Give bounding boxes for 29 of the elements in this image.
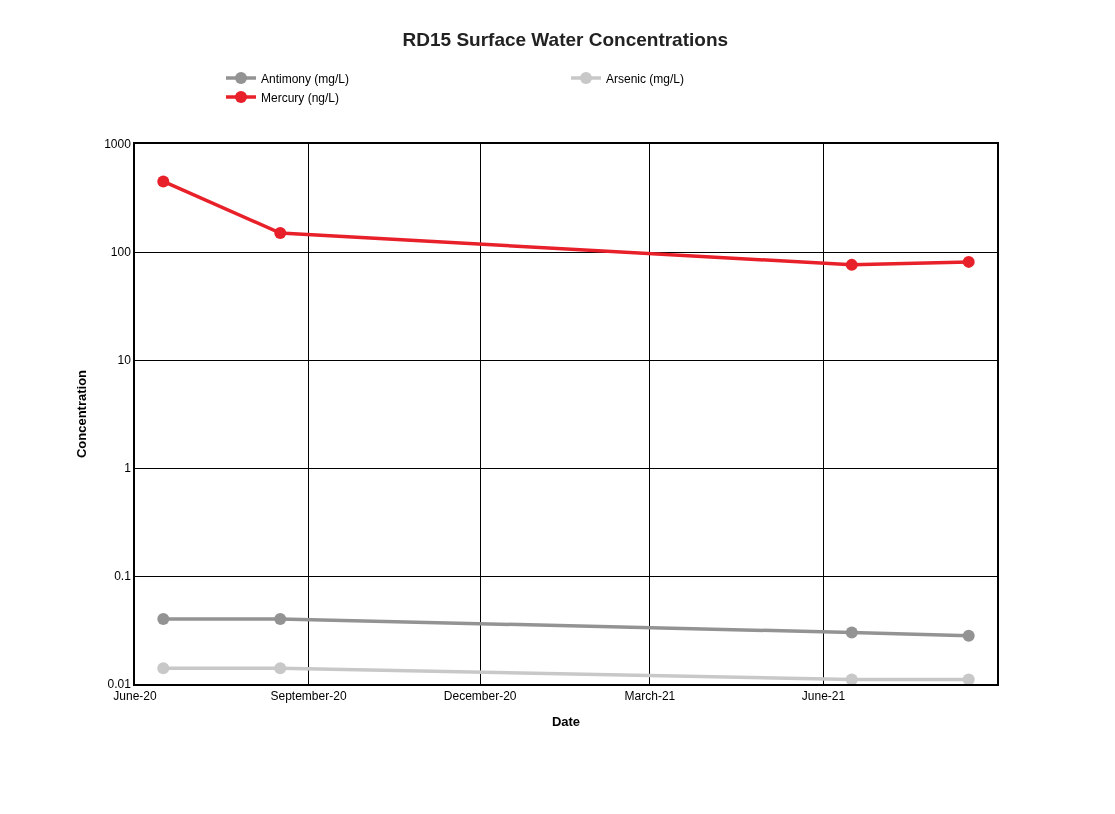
point [274,226,287,239]
point [962,255,975,268]
y-tick-label: 1 [124,461,132,476]
x-tick-label: June-21 [801,689,846,704]
y-tick-label: 100 [110,245,132,260]
point [157,612,170,625]
y-tick-label: 0.01 [107,677,132,692]
y-tick-label: 10 [117,353,132,368]
point [962,673,975,684]
chart-title: RD15 Surface Water Concentrations [402,28,729,50]
x-tick-label: March-21 [624,689,676,704]
point [845,258,858,271]
y-tick-label: 1000 [104,137,132,152]
x-tick-label: June-20 [113,689,157,704]
point [274,612,287,625]
legend-label: Arsenic (mg/L) [606,71,685,86]
x-axis-title: Date [551,714,581,730]
y-axis-title: Concentration [73,369,89,459]
legend-label: Mercury (ng/L) [261,90,340,105]
legend-label: Antimony (mg/L) [261,71,350,86]
point [157,662,170,675]
x-tick-label: December-20 [443,689,517,704]
point [157,175,170,188]
y-tick-label: 0.1 [114,569,132,584]
x-tick-label: September-20 [270,689,347,704]
point [274,662,287,675]
point [962,629,975,642]
point [845,673,858,684]
point [845,626,858,639]
